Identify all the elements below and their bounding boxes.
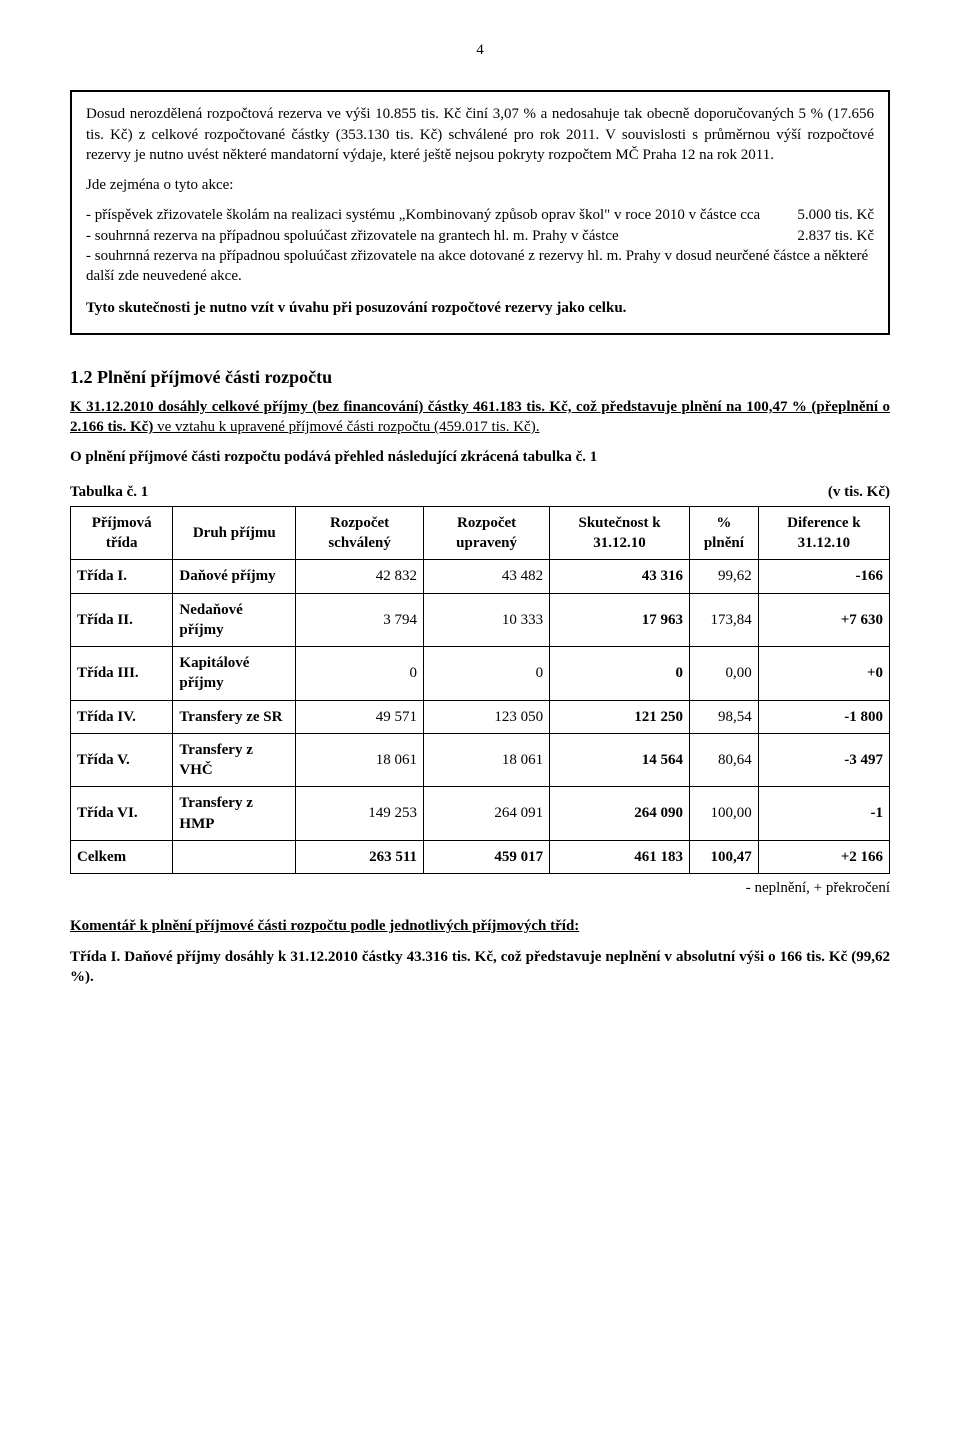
cell-type: Transfery z VHČ xyxy=(173,733,296,787)
cell-total-actual: 461 183 xyxy=(550,840,690,873)
th-actual: Skutečnost k 31.12.10 xyxy=(550,506,690,560)
cell-actual: 14 564 xyxy=(550,733,690,787)
th-class: Příjmová třída xyxy=(71,506,173,560)
table-total-row: Celkem 263 511 459 017 461 183 100,47 +2… xyxy=(71,840,890,873)
box-conclusion: Tyto skutečnosti je nutno vzít v úvahu p… xyxy=(86,298,874,318)
cell-percent: 0,00 xyxy=(689,647,758,701)
table-row: Třída II. Nedaňové příjmy 3 794 10 333 1… xyxy=(71,593,890,647)
cell-adjusted: 0 xyxy=(424,647,550,701)
table-caption: Tabulka č. 1 (v tis. Kč) xyxy=(70,482,890,502)
table-header-row: Příjmová třída Druh příjmu Rozpočet schv… xyxy=(71,506,890,560)
cell-class: Třída I. xyxy=(71,560,173,593)
summary-box: Dosud nerozdělená rozpočtová rezerva ve … xyxy=(70,90,890,334)
cell-actual: 43 316 xyxy=(550,560,690,593)
table-row: Třída V. Transfery z VHČ 18 061 18 061 1… xyxy=(71,733,890,787)
box-item-2-amount: 2.837 tis. Kč xyxy=(797,226,874,246)
cell-percent: 173,84 xyxy=(689,593,758,647)
cell-actual: 264 090 xyxy=(550,787,690,841)
cell-class: Třída VI. xyxy=(71,787,173,841)
cell-total-approved: 263 511 xyxy=(296,840,424,873)
th-percent: % plnění xyxy=(689,506,758,560)
cell-total-percent: 100,47 xyxy=(689,840,758,873)
cell-class: Třída V. xyxy=(71,733,173,787)
table-footnote: - neplnění, + překročení xyxy=(70,878,890,898)
box-item-2-text: - souhrnná rezerva na případnou spoluúča… xyxy=(86,226,797,246)
cell-approved: 49 571 xyxy=(296,700,424,733)
cell-total-adjusted: 459 017 xyxy=(424,840,550,873)
cell-type: Nedaňové příjmy xyxy=(173,593,296,647)
th-diff: Diference k 31.12.10 xyxy=(758,506,889,560)
cell-percent: 98,54 xyxy=(689,700,758,733)
box-item-2: - souhrnná rezerva na případnou spoluúča… xyxy=(86,226,874,246)
box-list-intro: Jde zejména o tyto akce: xyxy=(86,175,874,195)
box-item-1: - příspěvek zřizovatele školám na realiz… xyxy=(86,205,874,225)
cell-type: Kapitálové příjmy xyxy=(173,647,296,701)
table-caption-right: (v tis. Kč) xyxy=(828,482,890,502)
section-heading: 1.2 Plnění příjmové části rozpočtu xyxy=(70,365,890,389)
comment-heading: Komentář k plnění příjmové části rozpočt… xyxy=(70,916,890,936)
box-paragraph-1: Dosud nerozdělená rozpočtová rezerva ve … xyxy=(86,104,874,165)
cell-approved: 3 794 xyxy=(296,593,424,647)
cell-type: Transfery z HMP xyxy=(173,787,296,841)
th-adjusted: Rozpočet upravený xyxy=(424,506,550,560)
cell-adjusted: 43 482 xyxy=(424,560,550,593)
last-paragraph: Třída I. Daňové příjmy dosáhly k 31.12.2… xyxy=(70,947,890,988)
page-number: 4 xyxy=(70,40,890,60)
th-approved: Rozpočet schválený xyxy=(296,506,424,560)
cell-diff: +7 630 xyxy=(758,593,889,647)
cell-actual: 121 250 xyxy=(550,700,690,733)
section-paragraph-2: O plnění příjmové části rozpočtu podává … xyxy=(70,447,890,467)
cell-diff: +0 xyxy=(758,647,889,701)
box-item-1-text: - příspěvek zřizovatele školám na realiz… xyxy=(86,205,797,225)
section-p1-tail: ve vztahu k upravené příjmové části rozp… xyxy=(153,419,539,435)
cell-adjusted: 18 061 xyxy=(424,733,550,787)
cell-diff: -3 497 xyxy=(758,733,889,787)
cell-adjusted: 123 050 xyxy=(424,700,550,733)
table-row: Třída VI. Transfery z HMP 149 253 264 09… xyxy=(71,787,890,841)
box-item-1-amount: 5.000 tis. Kč xyxy=(797,205,874,225)
cell-diff: -1 800 xyxy=(758,700,889,733)
cell-diff: -1 xyxy=(758,787,889,841)
cell-approved: 18 061 xyxy=(296,733,424,787)
cell-total-label: Celkem xyxy=(71,840,173,873)
cell-percent: 99,62 xyxy=(689,560,758,593)
cell-approved: 0 xyxy=(296,647,424,701)
box-item-3: - souhrnná rezerva na případnou spoluúča… xyxy=(86,246,874,287)
th-type: Druh příjmu xyxy=(173,506,296,560)
table-row: Třída IV. Transfery ze SR 49 571 123 050… xyxy=(71,700,890,733)
cell-total-blank xyxy=(173,840,296,873)
cell-class: Třída III. xyxy=(71,647,173,701)
cell-adjusted: 10 333 xyxy=(424,593,550,647)
cell-percent: 100,00 xyxy=(689,787,758,841)
cell-approved: 149 253 xyxy=(296,787,424,841)
table-row: Třída III. Kapitálové příjmy 0 0 0 0,00 … xyxy=(71,647,890,701)
cell-type: Daňové příjmy xyxy=(173,560,296,593)
income-table: Příjmová třída Druh příjmu Rozpočet schv… xyxy=(70,506,890,874)
cell-adjusted: 264 091 xyxy=(424,787,550,841)
cell-type: Transfery ze SR xyxy=(173,700,296,733)
cell-percent: 80,64 xyxy=(689,733,758,787)
cell-class: Třída IV. xyxy=(71,700,173,733)
cell-total-diff: +2 166 xyxy=(758,840,889,873)
cell-actual: 17 963 xyxy=(550,593,690,647)
cell-actual: 0 xyxy=(550,647,690,701)
table-caption-left: Tabulka č. 1 xyxy=(70,482,148,502)
table-row: Třída I. Daňové příjmy 42 832 43 482 43 … xyxy=(71,560,890,593)
section-paragraph-1: K 31.12.2010 dosáhly celkové příjmy (bez… xyxy=(70,397,890,438)
cell-diff: -166 xyxy=(758,560,889,593)
cell-approved: 42 832 xyxy=(296,560,424,593)
cell-class: Třída II. xyxy=(71,593,173,647)
